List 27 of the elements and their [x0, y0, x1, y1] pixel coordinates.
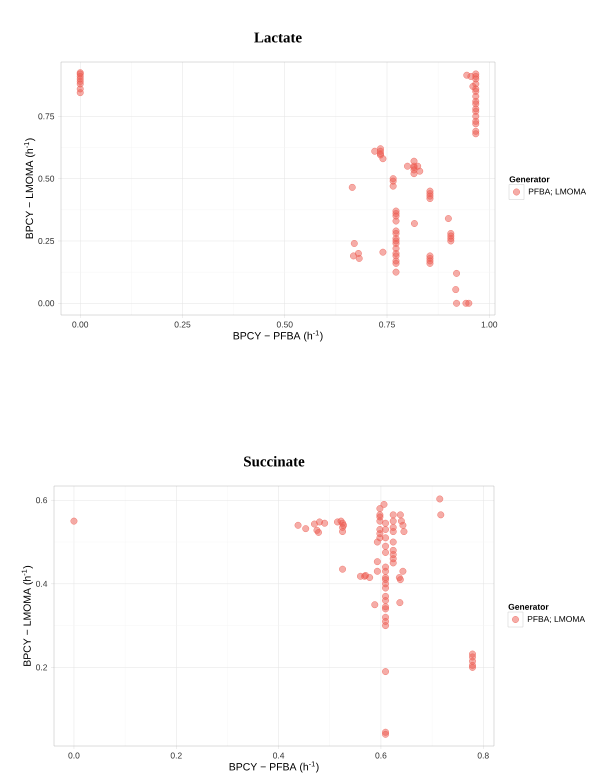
x-tick-label: 0.6	[375, 752, 386, 759]
x-tick-label: 0.50	[276, 322, 293, 328]
x-axis-title: BPCY − PFBA (h$^{-1}$)	[230, 761, 319, 773]
y-tick-label: 0.75	[38, 113, 54, 120]
legend-label: PFBA; LMOMA	[528, 188, 586, 196]
y-tick-label: 0.6	[36, 497, 48, 504]
x-tick-label: 0.25	[174, 322, 190, 328]
y-tick-label: 0.4	[36, 580, 48, 587]
x-tick-label: 0.2	[170, 752, 182, 759]
y-tick-label: 0.00	[38, 300, 54, 306]
x-tick-label: 0.00	[72, 322, 88, 328]
chart-title: Lactate	[254, 32, 302, 42]
x-tick-label: 1.00	[482, 322, 498, 328]
x-axis-title: BPCY − PFBA (h$^{-1}$)	[234, 330, 323, 342]
y-axis-title: BPCY − LMOMA (h$^{-1}$)	[24, 138, 36, 238]
x-tick-label: 0.75	[379, 322, 395, 328]
chart-title: Succinate	[244, 456, 304, 467]
x-tick-label: 0.4	[273, 752, 284, 759]
y-tick-label: 0.25	[38, 238, 54, 244]
y-axis-title: BPCY − LMOMA (h$^{-1}$)	[22, 566, 33, 666]
y-tick-label: 0.50	[38, 176, 54, 182]
x-tick-label: 0.8	[478, 752, 489, 759]
legend-title: Generator	[510, 176, 550, 182]
y-tick-label: 0.2	[36, 664, 48, 670]
x-tick-label: 0.0	[68, 752, 80, 759]
legend-title: Generator	[508, 604, 549, 610]
legend-label: PFBA; LMOMA	[528, 616, 586, 623]
